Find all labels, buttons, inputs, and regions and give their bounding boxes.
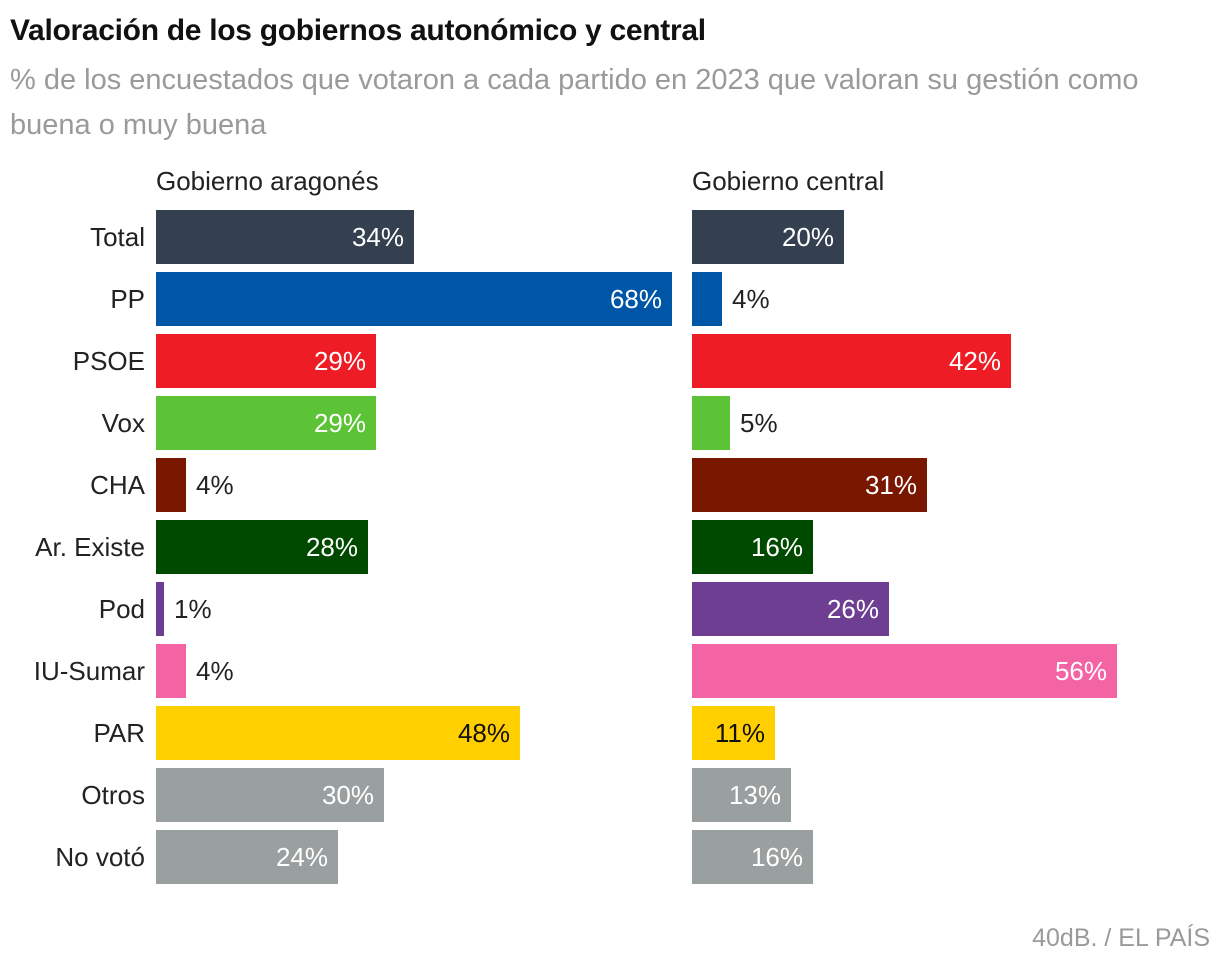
bar-gobierno-aragones-otros — [156, 768, 384, 822]
value-label-gobierno-central-no-voto: 16% — [750, 842, 803, 872]
bar-gobierno-aragones-vox — [156, 396, 376, 450]
value-label-gobierno-central-cha: 31% — [864, 470, 917, 500]
value-label-gobierno-aragones-par: 48% — [457, 718, 510, 748]
value-label-gobierno-central-vox: 5% — [740, 408, 778, 438]
value-label-gobierno-central-pp: 4% — [732, 284, 770, 314]
bar-gobierno-central-no-voto — [692, 830, 813, 884]
category-label-total: Total — [90, 222, 145, 252]
bar-gobierno-central-ar-existe — [692, 520, 813, 574]
bar-gobierno-central-iu-sumar — [692, 644, 1117, 698]
value-label-gobierno-aragones-pod: 1% — [174, 594, 212, 624]
panel-title-gobierno-central: Gobierno central — [692, 166, 885, 196]
bar-gobierno-central-pp — [692, 272, 722, 326]
bar-gobierno-aragones-cha — [156, 458, 186, 512]
bar-gobierno-central-total — [692, 210, 844, 264]
bar-gobierno-aragones-iu-sumar — [156, 644, 186, 698]
value-label-gobierno-aragones-total: 34% — [351, 222, 404, 252]
category-label-vox: Vox — [101, 408, 145, 438]
category-label-par: PAR — [93, 718, 145, 748]
panel-title-gobierno-aragones: Gobierno aragonés — [156, 166, 379, 196]
category-label-cha: CHA — [90, 470, 145, 500]
bar-gobierno-central-par — [692, 706, 775, 760]
value-label-gobierno-aragones-psoe: 29% — [313, 346, 366, 376]
bar-gobierno-central-cha — [692, 458, 927, 512]
value-label-gobierno-aragones-iu-sumar: 4% — [196, 656, 234, 686]
value-label-gobierno-central-psoe: 42% — [948, 346, 1001, 376]
value-label-gobierno-aragones-no-voto: 24% — [275, 842, 328, 872]
bar-gobierno-aragones-par — [156, 706, 520, 760]
bar-gobierno-aragones-ar-existe — [156, 520, 368, 574]
bar-gobierno-central-pod — [692, 582, 889, 636]
bar-gobierno-central-psoe — [692, 334, 1011, 388]
category-label-otros: Otros — [81, 780, 145, 810]
category-label-ar-existe: Ar. Existe — [35, 532, 145, 562]
value-label-gobierno-central-ar-existe: 16% — [750, 532, 803, 562]
bar-gobierno-aragones-total — [156, 210, 414, 264]
bar-gobierno-central-vox — [692, 396, 730, 450]
value-label-gobierno-aragones-pp: 68% — [609, 284, 662, 314]
value-label-gobierno-central-par: 11% — [714, 718, 765, 748]
value-label-gobierno-central-iu-sumar: 56% — [1054, 656, 1107, 686]
category-label-no-voto: No votó — [55, 842, 145, 872]
chart-subtitle: % de los encuestados que votaron a cada … — [10, 64, 1139, 141]
value-label-gobierno-central-total: 20% — [781, 222, 834, 252]
value-label-gobierno-aragones-ar-existe: 28% — [305, 532, 358, 562]
value-label-gobierno-central-otros: 13% — [728, 780, 781, 810]
bar-gobierno-aragones-no-voto — [156, 830, 338, 884]
category-label-pod: Pod — [98, 594, 145, 624]
value-label-gobierno-central-pod: 26% — [826, 594, 879, 624]
bar-gobierno-central-otros — [692, 768, 791, 822]
source-credit: 40dB. / EL PAÍS — [1032, 924, 1210, 952]
value-label-gobierno-aragones-vox: 29% — [313, 408, 366, 438]
value-label-gobierno-aragones-otros: 30% — [321, 780, 374, 810]
value-label-gobierno-aragones-cha: 4% — [196, 470, 234, 500]
category-label-psoe: PSOE — [72, 346, 145, 376]
chart-title: Valoración de los gobiernos autonómico y… — [10, 14, 706, 47]
bar-gobierno-aragones-pod — [156, 582, 164, 636]
bar-gobierno-aragones-psoe — [156, 334, 376, 388]
category-label-iu-sumar: IU-Sumar — [33, 656, 145, 686]
category-label-pp: PP — [110, 284, 145, 314]
bar-gobierno-aragones-pp — [156, 272, 672, 326]
